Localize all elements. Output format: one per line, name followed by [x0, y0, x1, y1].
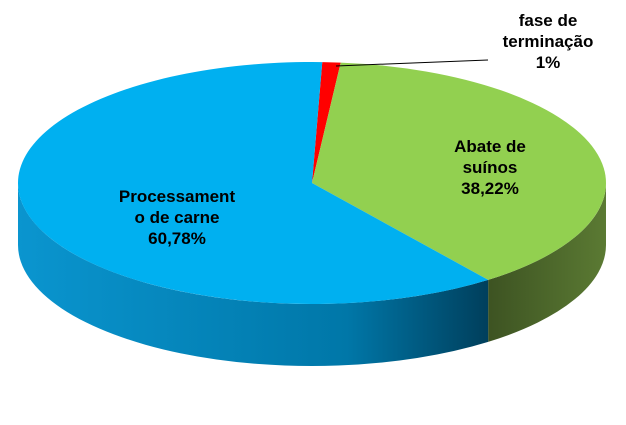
- leader-line: [335, 59, 489, 67]
- slice-side: [488, 183, 606, 342]
- category-label: Abate de suínos: [454, 137, 526, 177]
- slice: [17, 61, 489, 304]
- slice: [312, 62, 606, 280]
- slice: [312, 62, 341, 183]
- value-label: 60,78%: [148, 229, 206, 248]
- value-label: 38,22%: [461, 179, 519, 198]
- slice-side: [18, 183, 489, 366]
- category-label: fase de terminação: [502, 11, 594, 51]
- slice-label: Abate de suínos 38,22%: [430, 136, 550, 199]
- category-label: Processamento de carne: [118, 187, 236, 227]
- value-label: 1%: [535, 53, 561, 72]
- slice-label: fase de terminação 1%: [478, 10, 618, 73]
- slice-label: Processamento de carne 60,78%: [118, 186, 236, 249]
